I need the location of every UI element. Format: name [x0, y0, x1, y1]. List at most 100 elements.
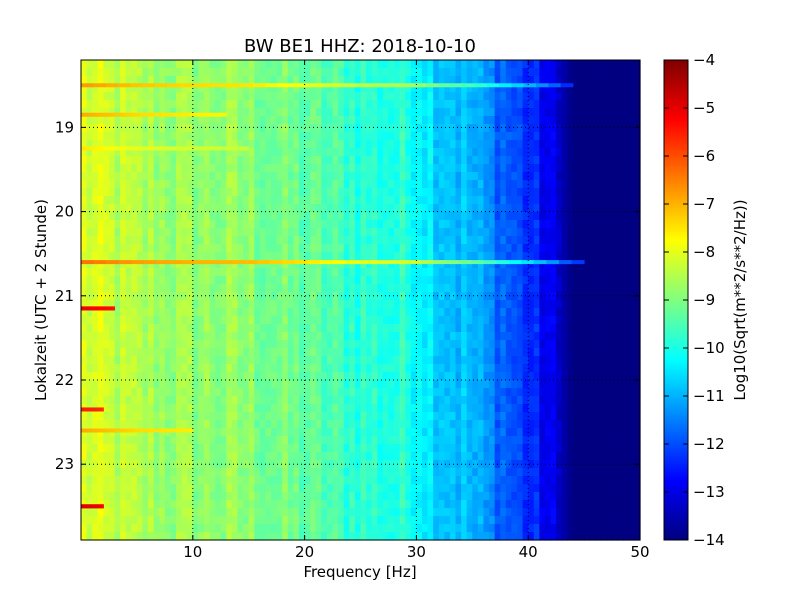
heatmap-cell: [215, 60, 222, 69]
heatmap-cell: [399, 292, 406, 301]
heatmap-cell: [449, 188, 457, 197]
heatmap-cell: [466, 60, 473, 69]
heatmap-cell: [600, 372, 608, 381]
heatmap-cell: [410, 316, 417, 325]
heatmap-cell: [528, 332, 535, 341]
heatmap-cell: [97, 236, 104, 245]
heatmap-cell: [416, 364, 423, 373]
heatmap-cell: [159, 404, 166, 413]
heatmap-cell: [533, 236, 540, 245]
heatmap-cell: [215, 108, 222, 117]
heatmap-cell: [544, 220, 552, 229]
heatmap-cell: [192, 444, 199, 453]
heatmap-cell: [92, 164, 99, 173]
heatmap-cell: [131, 204, 138, 213]
heatmap-cell: [377, 316, 384, 325]
heatmap-cell: [528, 404, 535, 413]
heatmap-cell: [483, 68, 490, 77]
heatmap-cell: [310, 348, 317, 357]
heatmap-cell: [142, 148, 149, 157]
heatmap-cell: [282, 148, 289, 157]
heatmap-cell: [315, 220, 322, 229]
heatmap-cell: [332, 228, 339, 237]
heatmap-cell: [299, 300, 306, 309]
heatmap-cell: [433, 372, 440, 381]
heatmap-cell: [254, 380, 261, 389]
heatmap-cell: [494, 316, 501, 325]
heatmap-cell: [181, 100, 188, 109]
heatmap-cell: [209, 188, 216, 197]
heatmap-cell: [81, 300, 88, 309]
heatmap-cell: [399, 212, 406, 221]
heatmap-cell: [449, 244, 457, 253]
heatmap-cell: [338, 436, 345, 445]
heatmap-cell: [103, 228, 110, 237]
heatmap-cell: [343, 148, 350, 157]
heatmap-cell: [556, 196, 563, 205]
heatmap-cell: [136, 436, 144, 445]
heatmap-cell: [142, 156, 149, 165]
heatmap-cell: [103, 92, 110, 101]
heatmap-cell: [522, 364, 529, 373]
heatmap-cell: [477, 340, 485, 349]
heatmap-cell: [354, 396, 362, 405]
heatmap-cell: [81, 340, 88, 349]
heatmap-cell: [192, 204, 199, 213]
heatmap-cell: [92, 356, 99, 365]
heatmap-cell: [243, 228, 250, 237]
heatmap-cell: [366, 356, 373, 365]
heatmap-cell: [354, 404, 362, 413]
heatmap-cell: [287, 380, 295, 389]
heatmap-cell: [612, 412, 619, 421]
heatmap-cell: [522, 356, 529, 365]
heatmap-cell: [203, 284, 211, 293]
heatmap-cell: [449, 380, 457, 389]
heatmap-cell: [349, 396, 356, 405]
heatmap-cell: [399, 100, 406, 109]
heatmap-cell: [287, 260, 295, 269]
heatmap-cell: [131, 164, 138, 173]
heatmap-cell: [628, 300, 636, 309]
heatmap-cell: [505, 180, 513, 189]
heatmap-cell: [578, 356, 585, 365]
heatmap-cell: [567, 452, 574, 461]
heatmap-cell: [315, 252, 322, 261]
heatmap-cell: [634, 204, 641, 213]
heatmap-cell: [343, 348, 350, 357]
heatmap-cell: [567, 300, 574, 309]
heatmap-cell: [461, 156, 468, 165]
heatmap-cell: [226, 108, 233, 117]
heatmap-cell: [623, 388, 630, 397]
heatmap-cell: [287, 292, 295, 301]
heatmap-cell: [176, 340, 183, 349]
heatmap-cell: [427, 316, 434, 325]
heatmap-cell: [148, 244, 155, 253]
heatmap-cell: [220, 108, 227, 117]
heatmap-cell: [606, 316, 613, 325]
heatmap-cell: [528, 356, 535, 365]
heatmap-cell: [209, 92, 216, 101]
heatmap-cell: [511, 316, 518, 325]
heatmap-cell: [349, 148, 356, 157]
heatmap-cell: [533, 140, 540, 149]
heatmap-cell: [136, 132, 144, 141]
heatmap-cell: [595, 332, 602, 341]
heatmap-cell: [136, 140, 144, 149]
heatmap-cell: [517, 292, 524, 301]
heatmap-cell: [243, 356, 250, 365]
heatmap-cell: [371, 212, 378, 221]
heatmap-cell: [455, 268, 462, 277]
heatmap-cell: [371, 244, 378, 253]
heatmap-cell: [176, 372, 183, 381]
heatmap-cell: [572, 156, 580, 165]
heatmap-cell: [528, 452, 535, 461]
heatmap-cell: [360, 396, 367, 405]
heatmap-cell: [623, 412, 630, 421]
heatmap-cell: [97, 348, 104, 357]
heatmap-cell: [120, 268, 127, 277]
heatmap-cell: [433, 132, 440, 141]
heatmap-cell: [103, 452, 110, 461]
heatmap-cell: [584, 268, 591, 277]
heatmap-cell: [220, 92, 227, 101]
heatmap-cell: [477, 92, 485, 101]
